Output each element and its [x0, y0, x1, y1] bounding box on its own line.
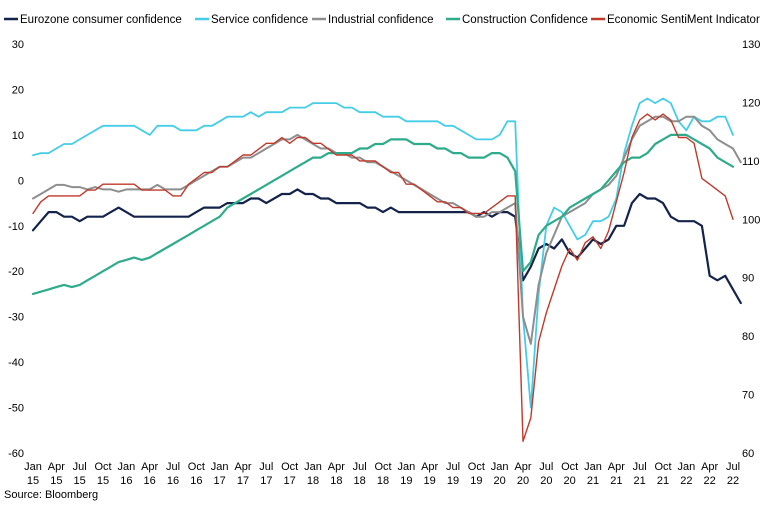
x-tick-label-year: 19	[400, 475, 412, 487]
x-tick-label-month: Apr	[421, 461, 438, 473]
legend-label: Service confidence	[211, 14, 308, 26]
x-tick-label-month: Jul	[73, 461, 87, 473]
x-tick-label-month: Oct	[281, 461, 298, 473]
x-tick-label-month: Apr	[701, 461, 718, 473]
x-tick-label-month: Oct	[468, 461, 485, 473]
series-line-3	[32, 115, 742, 345]
x-tick-label-month: Jul	[726, 461, 740, 473]
y-left-tick-label: 10	[12, 130, 24, 142]
series-line-5	[32, 113, 734, 442]
y-axis-left: 30 20 10 0 -10 -20 -30 -40 -50 -60	[8, 39, 24, 460]
x-tick-label-month: Jul	[353, 461, 367, 473]
x-tick-label-year: 22	[727, 475, 739, 487]
x-tick-label-month: Apr	[328, 461, 345, 473]
y-right-tick-label: 110	[742, 156, 760, 168]
legend-label: Economic SentiMent Indicator	[607, 14, 760, 26]
x-tick-label-year: 21	[587, 475, 599, 487]
x-tick-label-month: Jul	[446, 461, 460, 473]
x-tick-label-year: 22	[680, 475, 692, 487]
x-tick-label-year: 15	[97, 475, 109, 487]
x-tick-label-month: Jul	[259, 461, 273, 473]
legend-label: Industrial confidence	[328, 14, 433, 26]
x-tick-label-month: Oct	[374, 461, 391, 473]
x-tick-label-month: Apr	[48, 461, 65, 473]
x-tick-label-month: Apr	[234, 461, 251, 473]
y-left-tick-label: 30	[12, 39, 24, 51]
x-tick-label-year: 15	[50, 475, 62, 487]
x-tick-label-year: 20	[494, 475, 506, 487]
x-tick-label-year: 16	[190, 475, 202, 487]
x-tick-label-year: 17	[284, 475, 296, 487]
x-tick-label-month: Apr	[141, 461, 158, 473]
x-tick-label-year: 21	[610, 475, 622, 487]
x-tick-label-month: Apr	[514, 461, 531, 473]
x-tick-label-year: 22	[704, 475, 716, 487]
x-tick-label-year: 19	[447, 475, 459, 487]
y-left-tick-label: 0	[18, 175, 24, 187]
y-right-tick-label: 100	[742, 214, 760, 226]
x-tick-label-month: Jul	[166, 461, 180, 473]
x-tick-label-month: Jul	[539, 461, 553, 473]
x-tick-label-month: Jan	[397, 461, 415, 473]
y-right-tick-label: 120	[742, 97, 760, 109]
x-tick-label-year: 18	[354, 475, 366, 487]
x-tick-label-year: 16	[167, 475, 179, 487]
x-tick-label-month: Apr	[608, 461, 625, 473]
y-right-tick-label: 70	[742, 390, 754, 402]
x-tick-label-year: 15	[74, 475, 86, 487]
x-tick-label-year: 21	[634, 475, 646, 487]
legend: Eurozone consumer confidence Service conf…	[4, 14, 760, 26]
x-tick-label-month: Oct	[188, 461, 205, 473]
x-tick-label-year: 20	[517, 475, 529, 487]
x-tick-label-month: Jul	[633, 461, 647, 473]
x-tick-label-year: 21	[657, 475, 669, 487]
x-tick-label-month: Oct	[561, 461, 578, 473]
legend-label: Construction Confidence	[462, 14, 588, 26]
x-tick-label-year: 19	[424, 475, 436, 487]
y-left-tick-label: -60	[8, 448, 24, 460]
y-left-tick-label: -20	[8, 266, 24, 278]
series-line-2	[32, 97, 734, 409]
y-left-tick-label: 20	[12, 84, 24, 96]
series-line-4	[31, 133, 735, 295]
x-tick-label-year: 19	[470, 475, 482, 487]
x-tick-label-month: Jan	[211, 461, 229, 473]
x-tick-label-year: 18	[377, 475, 389, 487]
y-left-tick-label: -30	[8, 312, 24, 324]
series-line-1	[31, 188, 742, 305]
y-right-tick-label: 80	[742, 331, 754, 343]
x-tick-label-year: 18	[330, 475, 342, 487]
x-tick-label-year: 15	[27, 475, 39, 487]
x-tick-label-month: Oct	[94, 461, 111, 473]
x-tick-label-year: 17	[237, 475, 249, 487]
x-tick-label-year: 16	[120, 475, 132, 487]
y-left-tick-label: -10	[8, 221, 24, 233]
series-lines	[31, 97, 742, 442]
y-right-tick-label: 60	[742, 448, 754, 460]
y-axis-right: 130 120 110 100 90 80 70 60	[742, 39, 760, 460]
y-right-tick-label: 130	[742, 39, 760, 51]
x-tick-label-month: Jan	[304, 461, 322, 473]
x-tick-label-month: Jan	[491, 461, 509, 473]
x-tick-label-year: 17	[260, 475, 272, 487]
x-tick-label-year: 20	[564, 475, 576, 487]
x-tick-label-month: Jan	[117, 461, 135, 473]
line-chart: Eurozone consumer confidence Service conf…	[4, 14, 760, 487]
y-left-tick-label: -50	[8, 403, 24, 415]
x-tick-label-year: 17	[214, 475, 226, 487]
source-note: Source: Bloomberg	[4, 489, 99, 501]
y-left-tick-label: -40	[8, 357, 24, 369]
x-tick-label-month: Oct	[654, 461, 671, 473]
legend-label: Eurozone consumer confidence	[20, 14, 182, 26]
x-tick-label-month: Jan	[677, 461, 695, 473]
x-tick-label-month: Jan	[584, 461, 602, 473]
x-tick-label-year: 16	[144, 475, 156, 487]
x-tick-label-year: 18	[307, 475, 319, 487]
x-tick-label-year: 20	[540, 475, 552, 487]
x-axis: Jan 15 Apr 15 Jul 15 Oct 15 Jan 16 Apr 16 Jul 16 Oct 16…	[24, 461, 740, 487]
y-right-tick-label: 90	[742, 273, 754, 285]
x-tick-label-month: Jan	[24, 461, 42, 473]
